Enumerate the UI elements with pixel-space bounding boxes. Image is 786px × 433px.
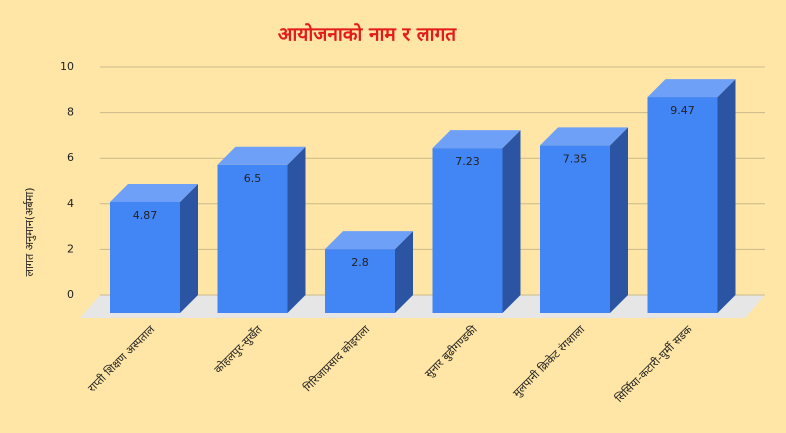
bar-top xyxy=(325,231,413,250)
value-label: 7.23 xyxy=(455,155,480,168)
bar-side xyxy=(502,130,521,313)
bar-side xyxy=(717,79,736,313)
value-label: 7.35 xyxy=(563,152,588,165)
value-label: 4.87 xyxy=(133,209,158,222)
bar xyxy=(217,164,288,313)
bar-side xyxy=(610,127,628,313)
bar xyxy=(647,97,718,313)
bar-side xyxy=(180,183,198,313)
y-tick-label: 10 xyxy=(60,60,74,73)
bar-top xyxy=(540,127,628,146)
value-label: 9.47 xyxy=(670,104,695,117)
bar-top xyxy=(217,146,306,165)
bar-side xyxy=(287,146,306,313)
bar xyxy=(540,145,610,313)
y-axis-label: लागत अनुमान(अर्बमा) xyxy=(23,187,36,276)
bar xyxy=(325,249,395,313)
bar-top xyxy=(432,130,521,149)
bar-top xyxy=(110,183,198,202)
y-tick-label: 6 xyxy=(67,151,74,164)
bar xyxy=(110,201,180,313)
y-tick-label: 2 xyxy=(67,242,74,255)
y-tick-label: 0 xyxy=(67,288,74,301)
chart-title: आयोजनाको नाम र लागत xyxy=(278,23,457,46)
bar xyxy=(432,148,503,313)
value-label: 6.5 xyxy=(244,172,262,185)
y-tick-label: 8 xyxy=(67,106,74,119)
bar-top xyxy=(647,79,736,98)
y-tick-label: 4 xyxy=(67,197,74,210)
bar-side xyxy=(395,231,413,313)
value-label: 2.8 xyxy=(351,256,369,269)
